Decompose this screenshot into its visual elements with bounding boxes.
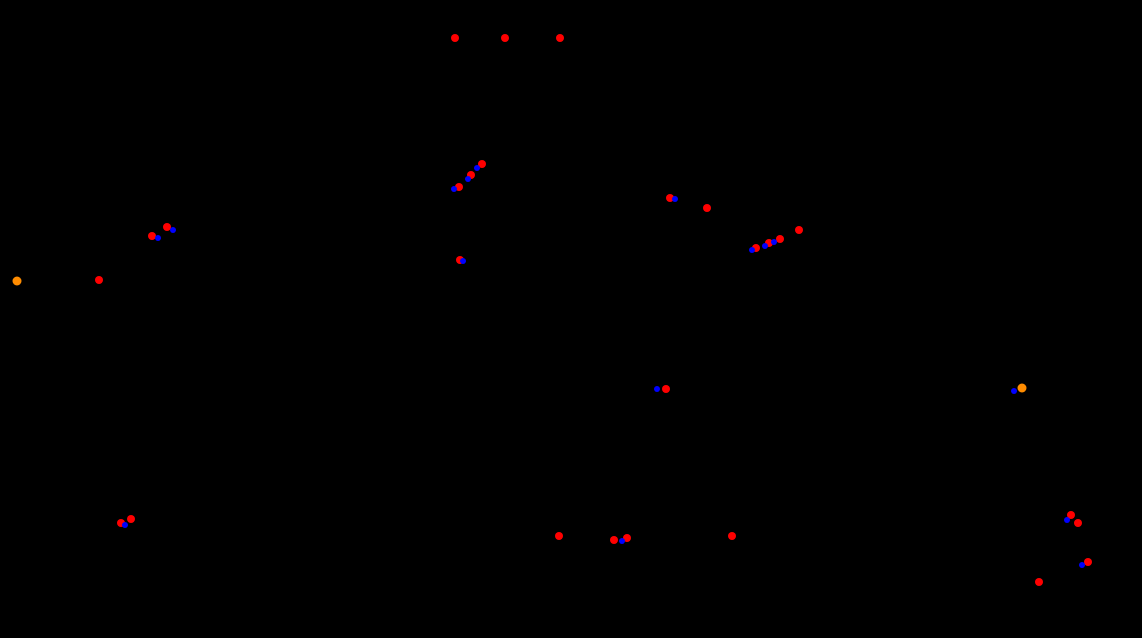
scatter-point-blue_dots [619,538,625,544]
scatter-point-blue_dots [1079,562,1085,568]
scatter-point-red_dots [795,226,803,234]
scatter-point-red_dots [728,532,736,540]
scatter-point-red_dots [555,532,563,540]
scatter-point-red_dots [1035,578,1043,586]
scatter-point-blue_dots [672,196,678,202]
scatter-point-blue_dots [1064,517,1070,523]
scatter-point-red_dots [776,235,784,243]
scatter-point-blue_dots [155,235,161,241]
scatter-point-blue_dots [654,386,660,392]
scatter-point-red_dots [501,34,509,42]
scatter-point-red_dots [610,536,618,544]
scatter-point-blue_dots [749,247,755,253]
scatter-point-orange_dots [1018,384,1027,393]
scatter-point-red_dots [556,34,564,42]
scatter-point-red_dots [451,34,459,42]
scatter-point-blue_dots [474,165,480,171]
scatter-canvas [0,0,1142,638]
scatter-point-red_dots [127,515,135,523]
scatter-point-orange_dots [13,277,22,286]
scatter-point-blue_dots [170,227,176,233]
scatter-point-blue_dots [122,522,128,528]
scatter-point-blue_dots [451,186,457,192]
scatter-point-blue_dots [465,176,471,182]
scatter-point-red_dots [1084,558,1092,566]
scatter-point-red_dots [1074,519,1082,527]
scatter-point-blue_dots [460,258,466,264]
scatter-point-blue_dots [771,239,777,245]
scatter-point-red_dots [703,204,711,212]
scatter-point-red_dots [95,276,103,284]
scatter-point-blue_dots [762,243,768,249]
scatter-point-red_dots [662,385,670,393]
scatter-point-blue_dots [1011,388,1017,394]
